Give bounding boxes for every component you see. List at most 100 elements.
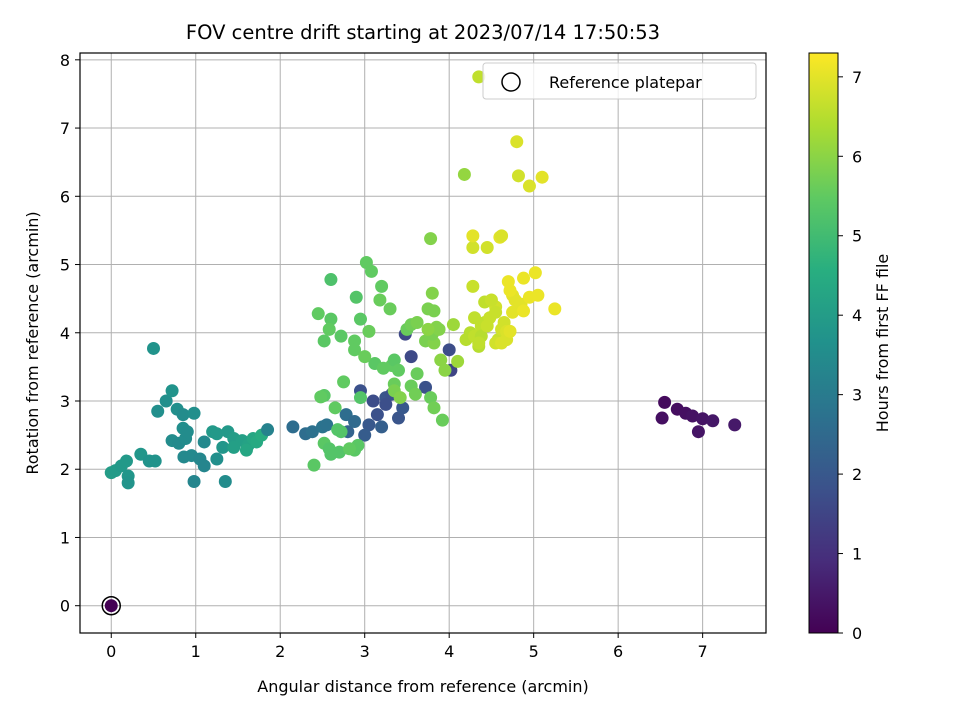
data-point — [314, 390, 328, 404]
data-point — [706, 414, 720, 428]
colorbar-tick-label: 4 — [852, 306, 862, 325]
data-point — [466, 240, 480, 254]
data-point — [317, 334, 331, 348]
data-point — [121, 476, 135, 490]
colorbar-tick-label: 7 — [852, 68, 862, 87]
data-point — [466, 279, 480, 293]
data-point — [480, 319, 494, 333]
x-axis-label: Angular distance from reference (arcmin) — [257, 677, 588, 696]
data-point — [528, 266, 542, 280]
data-point — [159, 394, 173, 408]
data-point — [324, 273, 338, 287]
data-point — [535, 170, 549, 184]
data-point — [468, 311, 482, 325]
data-point — [305, 425, 319, 439]
data-point — [370, 408, 384, 422]
data-point — [307, 458, 321, 472]
data-point — [393, 391, 407, 405]
data-point — [348, 414, 362, 428]
data-point — [427, 304, 441, 318]
data-point — [334, 329, 348, 343]
y-tick-label: 4 — [60, 324, 70, 343]
data-point — [424, 391, 438, 405]
data-point — [324, 312, 338, 326]
x-tick-label: 7 — [698, 642, 708, 661]
data-point — [691, 425, 705, 439]
x-tick-label: 3 — [360, 642, 370, 661]
data-point — [517, 304, 531, 318]
data-point — [696, 412, 710, 426]
data-point — [489, 305, 503, 319]
data-point — [501, 275, 515, 289]
data-point — [210, 452, 224, 466]
data-point — [218, 475, 232, 489]
data-point — [510, 135, 524, 149]
data-point — [216, 440, 230, 454]
data-point — [239, 443, 253, 457]
colorbar-gradient — [808, 52, 839, 634]
y-tick-label: 3 — [60, 392, 70, 411]
data-point — [286, 420, 300, 434]
data-point — [655, 411, 669, 425]
reference-point-fill — [104, 599, 118, 613]
data-point — [227, 440, 241, 454]
data-point — [379, 397, 393, 411]
grid — [80, 53, 766, 633]
data-point — [728, 418, 742, 432]
data-point — [495, 229, 509, 243]
colorbar-label: Hours from first FF file — [873, 254, 892, 433]
data-point — [362, 324, 376, 338]
data-point — [187, 406, 201, 420]
data-point — [187, 475, 201, 489]
data-point — [472, 336, 486, 350]
colorbar-tick-label: 5 — [852, 227, 862, 246]
colorbar-tick-label: 2 — [852, 465, 862, 484]
y-axis-label: Rotation from reference (arcmin) — [23, 211, 42, 474]
data-point — [466, 229, 480, 243]
data-point — [387, 353, 401, 367]
data-point — [404, 350, 418, 364]
reference-point-marker — [101, 595, 122, 616]
data-point — [548, 302, 562, 316]
data-point — [484, 293, 498, 307]
data-point — [658, 395, 672, 409]
y-tick-label: 8 — [60, 51, 70, 70]
y-tick-label: 2 — [60, 460, 70, 479]
data-point — [425, 286, 439, 300]
data-point — [408, 387, 422, 401]
legend-marker-reference — [501, 72, 521, 92]
y-tick-label: 5 — [60, 256, 70, 275]
x-tick-label: 5 — [529, 642, 539, 661]
data-point — [686, 409, 699, 423]
data-point — [457, 167, 471, 181]
data-point — [148, 454, 162, 468]
data-point — [442, 343, 456, 357]
data-point — [311, 307, 325, 321]
data-point — [358, 350, 372, 364]
data-point — [332, 445, 346, 459]
data-point — [472, 70, 486, 84]
data-point — [396, 401, 410, 415]
data-point — [511, 169, 525, 183]
data-point — [197, 459, 211, 473]
data-point — [261, 423, 275, 437]
colorbar-ticks: 0 1 2 3 4 5 6 7 — [838, 68, 862, 643]
data-point — [362, 418, 376, 432]
data-point — [506, 305, 520, 319]
data-point — [375, 279, 389, 293]
legend-box — [482, 62, 757, 100]
data-point — [337, 375, 351, 389]
plot-frame — [79, 52, 767, 634]
data-point — [531, 288, 545, 302]
data-point — [343, 442, 356, 456]
data-point — [165, 384, 179, 398]
data-point — [410, 367, 424, 381]
data-point — [434, 353, 448, 367]
y-tick-label: 0 — [60, 597, 70, 616]
data-point — [375, 420, 389, 434]
data-point — [180, 425, 194, 439]
data-point — [451, 354, 465, 368]
data-point — [421, 322, 435, 336]
data-point — [522, 179, 536, 193]
data-point — [373, 293, 387, 307]
